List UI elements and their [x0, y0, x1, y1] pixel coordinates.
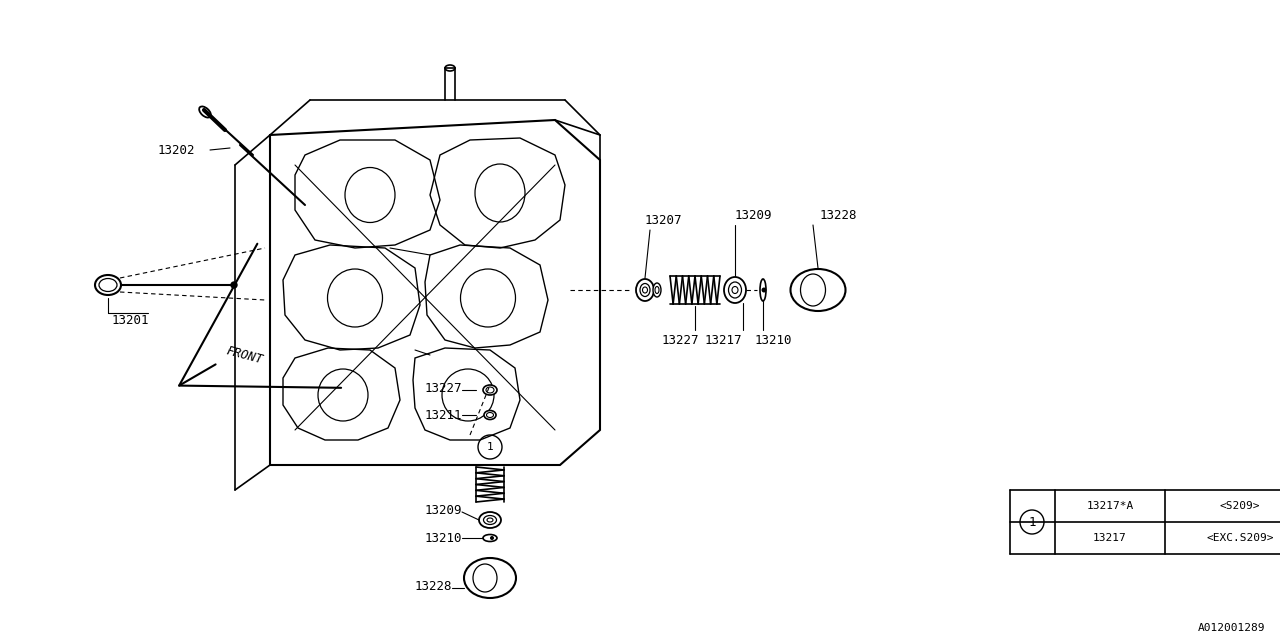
Text: 13217: 13217 — [1093, 533, 1126, 543]
Ellipse shape — [760, 279, 765, 301]
Ellipse shape — [636, 279, 654, 301]
Text: 13209: 13209 — [425, 504, 462, 516]
Ellipse shape — [483, 534, 497, 541]
Ellipse shape — [653, 283, 660, 297]
Text: 13202: 13202 — [157, 143, 195, 157]
Text: 13217: 13217 — [704, 333, 741, 346]
Text: 13211: 13211 — [425, 408, 462, 422]
Text: 13228: 13228 — [415, 579, 452, 593]
Text: 13201: 13201 — [111, 314, 148, 326]
Text: 13207: 13207 — [644, 214, 682, 227]
Ellipse shape — [791, 269, 846, 311]
Ellipse shape — [465, 558, 516, 598]
Text: 1: 1 — [1028, 515, 1036, 529]
Text: 13228: 13228 — [819, 209, 856, 221]
Text: 13210: 13210 — [425, 531, 462, 545]
Text: 1: 1 — [486, 442, 493, 452]
Circle shape — [490, 536, 494, 540]
Text: 13209: 13209 — [735, 209, 772, 221]
Text: <EXC.S209>: <EXC.S209> — [1206, 533, 1274, 543]
Text: A012001289: A012001289 — [1198, 623, 1265, 633]
Text: 13210: 13210 — [754, 333, 792, 346]
Ellipse shape — [483, 385, 497, 395]
Circle shape — [762, 287, 767, 292]
Circle shape — [230, 282, 237, 288]
Text: 13227: 13227 — [662, 333, 699, 346]
Text: <S209>: <S209> — [1220, 501, 1261, 511]
Text: 13217*A: 13217*A — [1087, 501, 1134, 511]
Ellipse shape — [724, 277, 746, 303]
Text: FRONT: FRONT — [225, 344, 265, 366]
Ellipse shape — [445, 65, 454, 71]
Ellipse shape — [479, 512, 500, 528]
Ellipse shape — [484, 410, 497, 419]
Text: 13227: 13227 — [425, 381, 462, 394]
